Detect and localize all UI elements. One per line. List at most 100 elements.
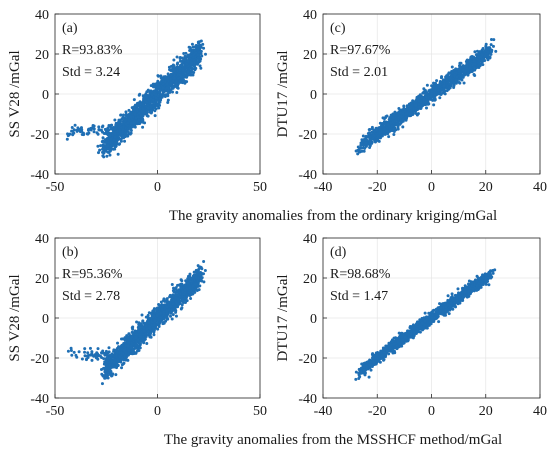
scatter-point xyxy=(185,76,188,79)
scatter-point xyxy=(101,140,104,143)
scatter-point xyxy=(184,301,187,304)
y-tick-label: 0 xyxy=(42,88,49,103)
scatter-point xyxy=(111,132,114,135)
std-value: Std = 3.24 xyxy=(62,65,120,80)
scatter-point xyxy=(178,80,181,83)
scatter-point xyxy=(438,83,441,86)
scatter-point xyxy=(176,86,179,89)
scatter-point xyxy=(438,96,441,99)
scatter-point xyxy=(154,319,157,322)
scatter-point xyxy=(375,127,378,130)
r-value: R=97.67% xyxy=(330,43,391,58)
scatter-point xyxy=(123,119,126,122)
scatter-point xyxy=(131,126,134,129)
scatter-point xyxy=(139,342,142,345)
scatter-point xyxy=(120,366,123,369)
scatter-point xyxy=(473,50,476,53)
scatter-point xyxy=(172,302,175,305)
scatter-point xyxy=(152,99,155,102)
scatter-point xyxy=(490,38,493,41)
scatter-point xyxy=(159,81,162,84)
scatter-point xyxy=(162,312,165,315)
scatter-point xyxy=(125,113,128,116)
scatter-point xyxy=(103,132,106,135)
scatter-point xyxy=(118,142,121,145)
scatter-point xyxy=(450,79,453,82)
scatter-point xyxy=(151,329,154,332)
scatter-point xyxy=(71,126,74,129)
scatter-point xyxy=(113,361,116,364)
scatter-point xyxy=(97,347,100,350)
scatter-point xyxy=(124,339,127,342)
scatter-point xyxy=(145,325,148,328)
scatter-point xyxy=(117,346,120,349)
scatter-point xyxy=(169,78,172,81)
x-tick-label: 20 xyxy=(479,180,493,195)
scatter-point xyxy=(110,360,113,363)
scatter-point xyxy=(168,295,171,298)
y-tick-label: 0 xyxy=(310,88,317,103)
scatter-point xyxy=(156,103,159,106)
scatter-point xyxy=(113,148,116,151)
scatter-point xyxy=(364,138,367,141)
scatter-point xyxy=(136,109,139,112)
scatter-point xyxy=(141,107,144,110)
scatter-point xyxy=(89,127,92,130)
scatter-point xyxy=(144,94,147,97)
scatter-point xyxy=(95,356,98,359)
y-tick-label: 20 xyxy=(35,48,49,63)
scatter-point xyxy=(138,119,141,122)
scatter-point xyxy=(170,300,173,303)
scatter-point xyxy=(119,131,122,134)
scatter-point xyxy=(187,54,190,57)
scatter-point xyxy=(190,70,193,73)
scatter-point xyxy=(144,333,147,336)
scatter-point xyxy=(141,119,144,122)
scatter-point xyxy=(185,63,188,66)
scatter-point xyxy=(172,290,175,293)
scatter-point xyxy=(393,111,396,114)
scatter-point xyxy=(376,139,379,142)
scatter-point xyxy=(197,264,200,267)
scatter-point xyxy=(152,333,155,336)
scatter-point xyxy=(109,149,112,152)
panel-label: (c) xyxy=(330,21,346,36)
y-axis-label: SS V28 /mGal xyxy=(7,274,23,361)
scatter-point xyxy=(405,116,408,119)
scatter-point xyxy=(154,88,157,91)
scatter-point xyxy=(378,126,381,129)
scatter-point xyxy=(114,373,117,376)
scatter-point xyxy=(481,63,484,66)
scatter-point xyxy=(157,91,160,94)
x-tick-label: -20 xyxy=(368,404,387,419)
scatter-point xyxy=(145,328,148,331)
panel-label: (b) xyxy=(62,245,79,260)
scatter-point xyxy=(73,351,76,354)
scatter-point xyxy=(148,325,151,328)
scatter-point xyxy=(362,135,365,138)
scatter-point xyxy=(132,121,135,124)
scatter-point xyxy=(114,124,117,127)
scatter-point xyxy=(81,358,84,361)
scatter-point xyxy=(197,268,200,271)
scatter-point xyxy=(440,76,443,79)
scatter-point xyxy=(194,67,197,70)
scatter-point xyxy=(354,378,357,381)
scatter-point xyxy=(155,314,158,317)
scatter-point xyxy=(463,81,466,84)
scatter-point xyxy=(478,50,481,53)
scatter-point xyxy=(430,94,433,97)
scatter-point xyxy=(141,126,144,129)
scatter-point xyxy=(373,134,376,137)
scatter-point xyxy=(434,88,437,91)
scatter-point xyxy=(198,284,201,287)
scatter-point xyxy=(360,138,363,141)
scatter-point xyxy=(409,111,412,114)
scatter-point xyxy=(164,315,167,318)
scatter-point xyxy=(163,322,166,325)
scatter-point xyxy=(109,138,112,141)
scatter-point xyxy=(103,352,106,355)
scatter-point xyxy=(363,147,366,150)
scatter-point xyxy=(110,354,113,357)
scatter-point xyxy=(143,121,146,124)
